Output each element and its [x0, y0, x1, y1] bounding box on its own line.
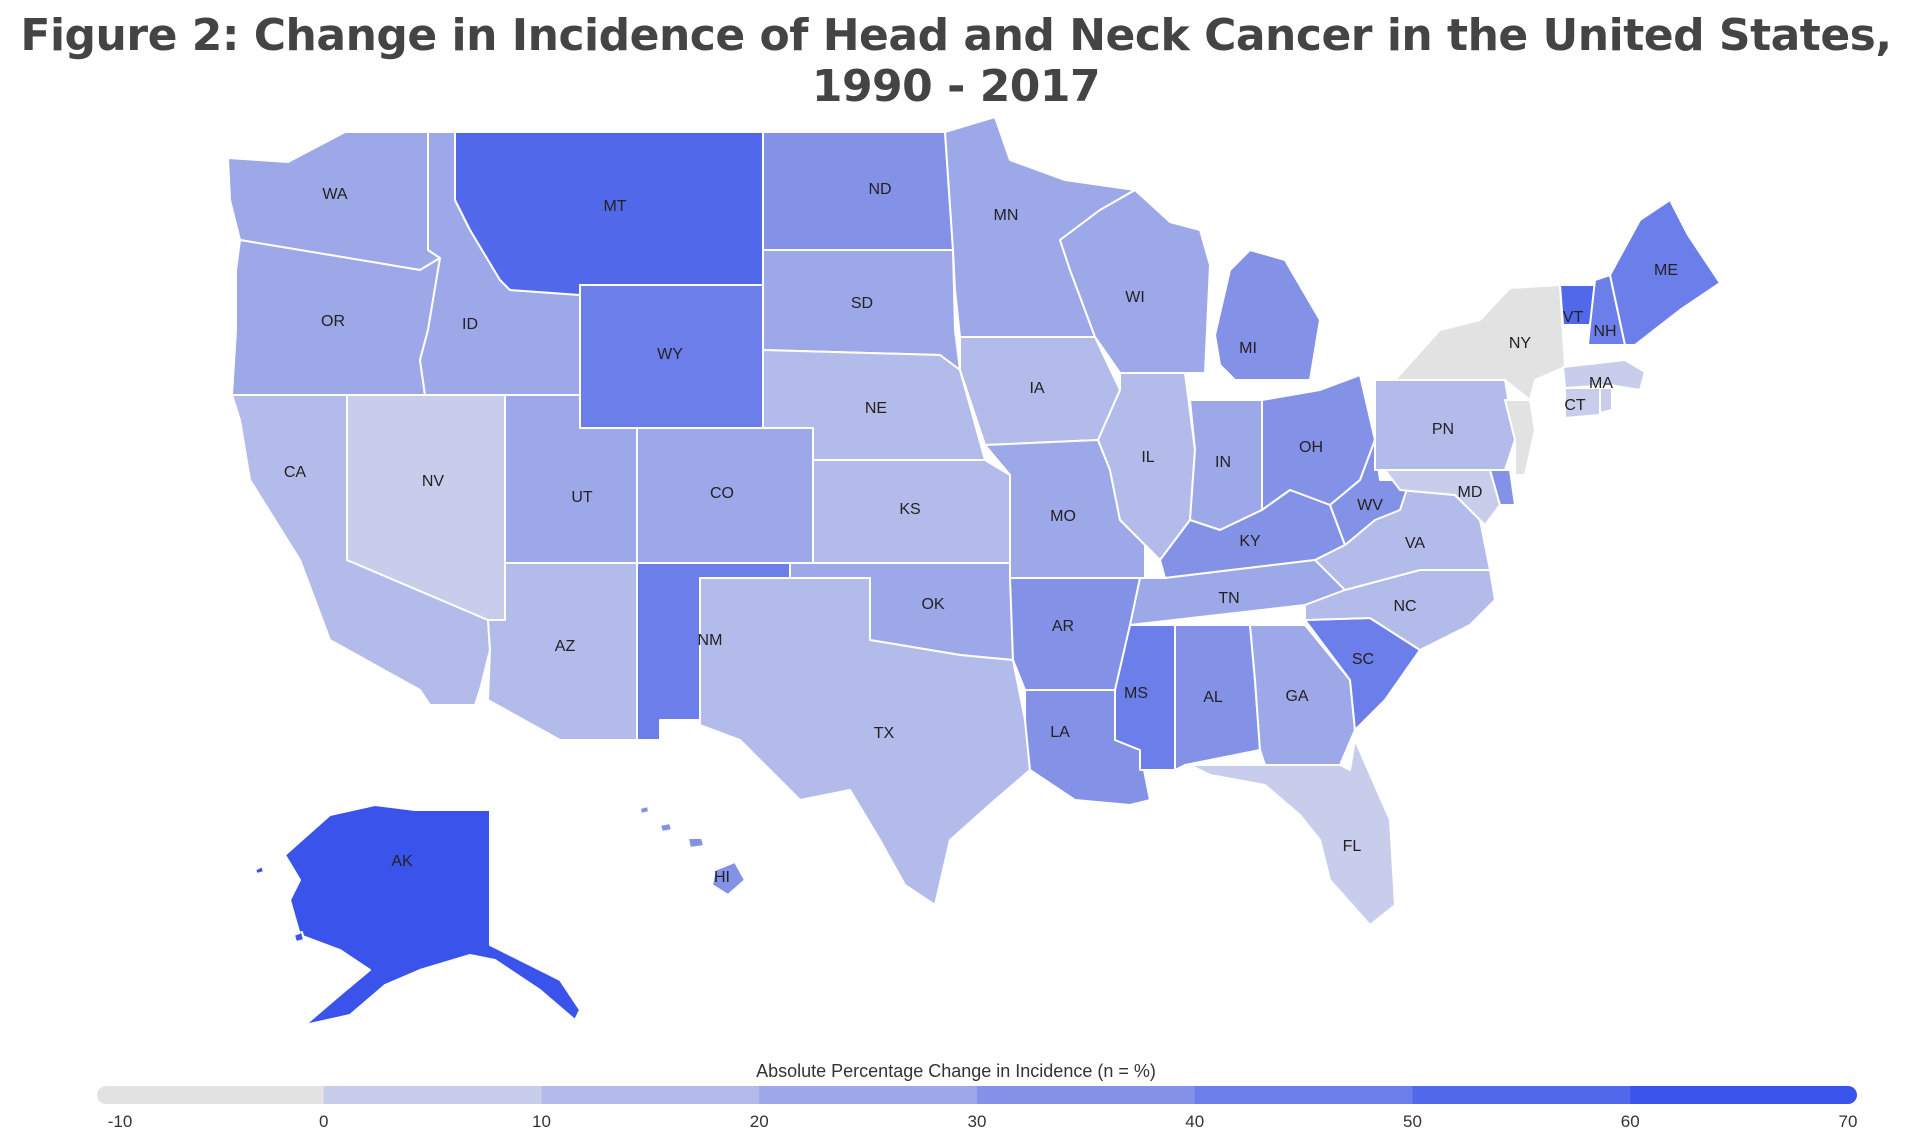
state-label-wi: WI	[1125, 289, 1145, 306]
legend-tick-label: -10	[108, 1112, 133, 1131]
legend-bar-cap	[1839, 1086, 1857, 1104]
state-ak[interactable]	[284, 804, 581, 1026]
state-ri[interactable]	[1599, 387, 1613, 414]
state-label-il: IL	[1141, 449, 1154, 466]
state-label-id: ID	[462, 316, 478, 333]
legend-swatch	[323, 1086, 542, 1104]
state-tx[interactable]	[699, 577, 1031, 906]
legend-swatch	[1412, 1086, 1631, 1104]
state-label-hi: HI	[714, 869, 730, 886]
legend-tick-label: 30	[968, 1112, 987, 1131]
state-label-vt: VT	[1563, 309, 1584, 326]
state-label-ca: CA	[284, 464, 307, 481]
state-label-mt: MT	[603, 198, 626, 215]
state-label-ia: IA	[1029, 380, 1044, 397]
figure-title: Figure 2: Change in Incidence of Head an…	[20, 10, 1892, 112]
state-ny[interactable]	[1394, 284, 1566, 401]
state-label-wy: WY	[657, 346, 683, 363]
legend-tick-label: 20	[750, 1112, 769, 1131]
state-nh[interactable]	[1587, 274, 1626, 346]
legend-tick-label: 70	[1839, 1112, 1858, 1131]
state-label-co: CO	[710, 485, 734, 502]
state-label-ks: KS	[899, 501, 920, 518]
state-fl[interactable]	[1189, 739, 1396, 926]
state-label-ut: UT	[571, 489, 593, 506]
legend-tick-label: 60	[1621, 1112, 1640, 1131]
state-label-nc: NC	[1393, 598, 1416, 615]
legend-title: Absolute Percentage Change in Incidence …	[756, 1061, 1156, 1081]
state-label-ne: NE	[865, 400, 887, 417]
state-label-pn: PN	[1432, 421, 1454, 438]
state-label-me: ME	[1654, 262, 1678, 279]
state-label-in: IN	[1215, 454, 1231, 471]
state-label-nd: ND	[868, 181, 891, 198]
state-wi[interactable]	[1059, 189, 1211, 374]
state-label-al: AL	[1203, 689, 1223, 706]
state-label-ny: NY	[1509, 335, 1532, 352]
state-label-md: MD	[1458, 484, 1483, 501]
state-label-sd: SD	[851, 295, 873, 312]
state-label-az: AZ	[555, 638, 576, 655]
state-label-ms: MS	[1124, 685, 1148, 702]
state-label-ga: GA	[1285, 688, 1308, 705]
state-mi[interactable]	[1214, 249, 1321, 381]
hawaii-island	[659, 822, 673, 833]
state-label-va: VA	[1405, 535, 1425, 552]
state-label-mi: MI	[1239, 340, 1257, 357]
legend-tick-label: 0	[319, 1112, 328, 1131]
alaska-island	[254, 865, 265, 875]
state-label-fl: FL	[1343, 838, 1362, 855]
state-label-ky: KY	[1239, 533, 1261, 550]
legend-swatch	[977, 1086, 1196, 1104]
state-label-mn: MN	[994, 207, 1019, 224]
state-label-mo: MO	[1050, 508, 1076, 525]
state-label-oh: OH	[1299, 439, 1323, 456]
legend-tick-label: 40	[1185, 1112, 1204, 1131]
legend-swatch	[1194, 1086, 1413, 1104]
state-label-ma: MA	[1589, 375, 1613, 392]
legend-bar-cap	[97, 1086, 115, 1104]
state-label-tx: TX	[874, 725, 895, 742]
state-ct[interactable]	[1564, 387, 1601, 419]
legend-tick-label: 50	[1403, 1112, 1422, 1131]
hawaii-island	[687, 837, 705, 849]
state-de[interactable]	[1489, 469, 1516, 506]
state-label-ok: OK	[921, 596, 944, 613]
state-label-wv: WV	[1357, 497, 1383, 514]
state-label-nm: NM	[698, 632, 723, 649]
state-nj[interactable]	[1504, 399, 1536, 476]
hawaii-island	[639, 805, 650, 815]
legend-tick-label: 10	[532, 1112, 551, 1131]
state-label-ak: AK	[391, 853, 413, 870]
state-label-ct: CT	[1564, 397, 1586, 414]
legend-swatch	[541, 1086, 760, 1104]
state-label-ar: AR	[1052, 618, 1074, 635]
state-label-or: OR	[321, 313, 345, 330]
state-label-wa: WA	[322, 186, 348, 203]
state-label-la: LA	[1050, 724, 1070, 741]
state-label-sc: SC	[1352, 651, 1374, 668]
state-label-nv: NV	[422, 473, 445, 490]
state-hi[interactable]	[711, 861, 746, 896]
legend-swatch	[106, 1086, 325, 1104]
state-label-tn: TN	[1218, 590, 1239, 607]
state-label-nh: NH	[1593, 323, 1616, 340]
state-me[interactable]	[1609, 199, 1721, 346]
legend-swatch	[759, 1086, 978, 1104]
legend-swatch	[1630, 1086, 1849, 1104]
alaska-island	[293, 931, 305, 943]
